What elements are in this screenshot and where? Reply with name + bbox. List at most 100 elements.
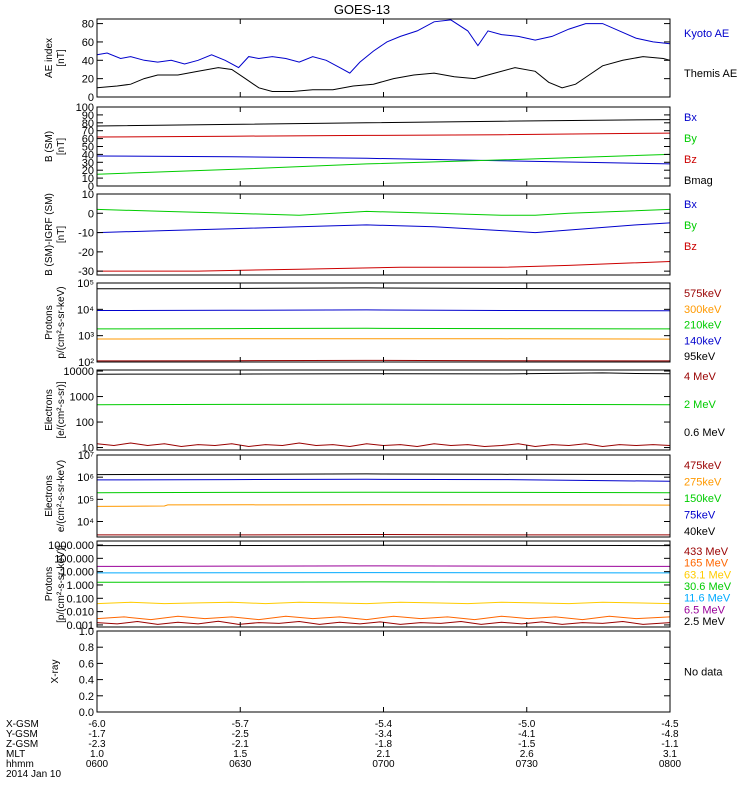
y-tick-label-protons_mev: 0.100: [66, 593, 94, 605]
legend-bigrf-bx: Bx: [684, 199, 697, 211]
legend-bsm-bmag: Bmag: [684, 175, 713, 187]
series-electrons_kev-40kev: [97, 474, 670, 475]
x-row-value: 0730: [516, 759, 539, 770]
panel-frame-protons_mev: [97, 541, 670, 627]
y-axis-label-electrons_kev: Electrons: [44, 475, 55, 517]
panel-frame-ae: [97, 19, 670, 97]
legend-xray-no-data: No data: [684, 667, 723, 679]
y-tick-label-bigrf: -10: [78, 228, 94, 240]
y-axis-label-protons_mev: Protons: [44, 567, 55, 601]
y-axis-label-bsm: B (SM): [44, 131, 55, 162]
legend-electrons_mev-2-mev: 2 MeV: [684, 399, 716, 411]
panel-frame-bsm: [97, 107, 670, 186]
y-tick-label-electrons_mev: 1000: [70, 392, 94, 404]
legend-protons_mev-6-5-mev: 6.5 MeV: [684, 604, 726, 616]
y-tick-label-electrons_mev: 100: [76, 417, 94, 429]
legend-ae-kyoto-ae: Kyoto AE: [684, 28, 729, 40]
y-tick-label-ae: 60: [82, 37, 94, 49]
series-electrons_kev-275kev: [97, 505, 670, 507]
legend-electrons_kev-475kev: 475keV: [684, 460, 722, 472]
y-tick-label-protons_mev: 1.000: [66, 580, 94, 592]
y-tick-label-bsm: 100: [76, 102, 94, 114]
legend-bsm-bz: Bz: [684, 154, 697, 166]
legend-ae-themis-ae: Themis AE: [684, 68, 737, 80]
y-tick-label-electrons_kev: 10⁴: [77, 517, 94, 529]
y-tick-label-bigrf: 10: [82, 189, 94, 201]
legend-protons_mev-30-6-mev: 30.6 MeV: [684, 581, 732, 593]
series-bsm-by: [97, 154, 670, 174]
chart-title: GOES-13: [334, 2, 390, 17]
legend-protons_mev-2-5-mev: 2.5 MeV: [684, 616, 726, 628]
x-row-value: 0800: [659, 759, 682, 770]
legend-protons_kev-300kev: 300keV: [684, 304, 722, 316]
y-tick-label-electrons_kev: 10⁵: [77, 494, 94, 506]
y-tick-label-xray: 0.0: [79, 707, 94, 719]
series-bsm-bz: [97, 133, 670, 137]
y-tick-label-xray: 0.2: [79, 691, 94, 703]
legend-electrons_kev-40kev: 40keV: [684, 526, 716, 538]
series-protons_kev-210kev: [97, 328, 670, 329]
legend-protons_kev-140kev: 140keV: [684, 335, 722, 347]
y-tick-label-protons_mev: 0.010: [66, 607, 94, 619]
legend-electrons_kev-150kev: 150keV: [684, 493, 722, 505]
legend-electrons_kev-275kev: 275keV: [684, 477, 722, 489]
legend-electrons_mev-4-mev: 4 MeV: [684, 371, 716, 383]
y-tick-label-bigrf: -30: [78, 266, 94, 278]
series-protons_kev-140kev: [97, 310, 670, 311]
y-axis-label-protons_mev: [p/(cm²-s-sr-keV)]: [56, 545, 67, 623]
panel-frame-electrons_kev: [97, 455, 670, 537]
legend-protons_kev-575kev: 575keV: [684, 288, 722, 300]
legend-bigrf-bz: Bz: [684, 241, 697, 253]
series-electrons_kev-150kev: [97, 492, 670, 493]
series-ae-kyoto-ae: [97, 20, 670, 73]
legend-protons_mev-63-1-mev: 63.1 MeV: [684, 569, 732, 581]
y-tick-label-protons_kev: 10⁵: [77, 278, 94, 290]
series-electrons_kev-75kev: [97, 479, 670, 481]
panel-frame-xray: [97, 631, 670, 712]
y-tick-label-xray: 1.0: [79, 626, 94, 638]
legend-protons_kev-210kev: 210keV: [684, 320, 722, 332]
x-row-value: 0700: [372, 759, 395, 770]
panel-frame-bigrf: [97, 194, 670, 275]
y-tick-label-xray: 0.4: [79, 675, 94, 687]
y-tick-label-electrons_kev: 10⁷: [78, 450, 94, 462]
y-axis-label-ae: AE index: [44, 38, 55, 78]
y-tick-label-protons_kev: 10³: [78, 331, 94, 343]
x-axis-date: 2014 Jan 10: [6, 769, 61, 780]
panel-protons_mev: 0.0010.0100.1001.00010.000100.0001000.00…: [44, 540, 732, 632]
legend-protons_kev-95kev: 95keV: [684, 351, 716, 363]
series-bigrf-bz: [97, 262, 670, 272]
y-axis-label-electrons_mev: [e/(cm²-s-sr)]: [56, 381, 67, 438]
series-protons_mev-165-mev: [97, 616, 670, 619]
y-tick-label-ae: 40: [82, 55, 94, 67]
legend-bsm-by: By: [684, 133, 697, 145]
series-bigrf-bx: [97, 223, 670, 233]
series-ae-themis-ae: [97, 57, 670, 92]
y-tick-label-ae: 20: [82, 74, 94, 86]
y-axis-label-protons_kev: Protons: [44, 305, 55, 339]
y-tick-label-bigrf: 0: [88, 208, 94, 220]
x-row-value: 0600: [86, 759, 109, 770]
legend-electrons_mev-0-6-mev: 0.6 MeV: [684, 427, 726, 439]
legend-bigrf-by: By: [684, 220, 697, 232]
panel-frame-electrons_mev: [97, 370, 670, 450]
series-protons_mev-63-1-mev: [97, 602, 670, 603]
series-bigrf-by: [97, 209, 670, 215]
series-bsm-bmag: [97, 120, 670, 126]
y-axis-label-electrons_mev: Electrons: [44, 389, 55, 431]
y-tick-label-electrons_kev: 10⁶: [77, 472, 94, 484]
y-axis-label-bigrf: [nT]: [56, 226, 67, 243]
legend-protons_mev-165-mev: 165 MeV: [684, 558, 729, 570]
x-row-value: 0630: [229, 759, 252, 770]
legend-electrons_kev-75kev: 75keV: [684, 510, 716, 522]
series-electrons_mev-2-mev: [97, 404, 670, 405]
y-axis-label-protons_kev: p/(cm²-s-sr-keV): [56, 286, 67, 358]
